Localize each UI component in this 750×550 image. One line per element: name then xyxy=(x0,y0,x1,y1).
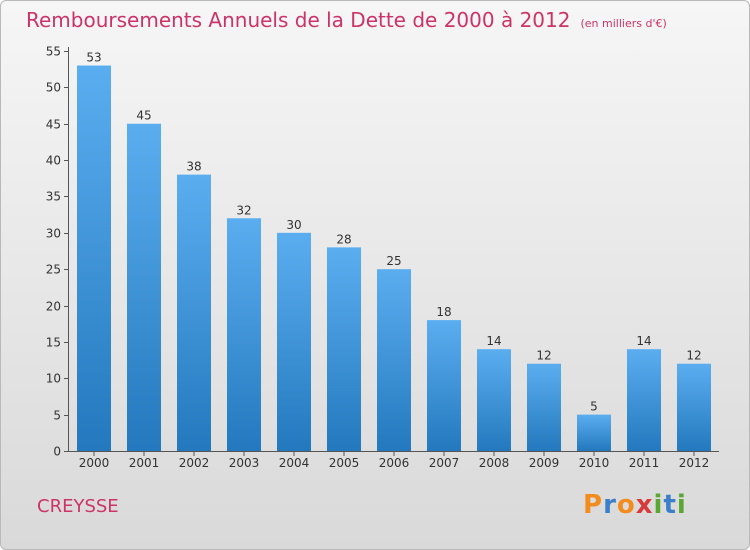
bar xyxy=(527,363,561,451)
y-tick-label: 45 xyxy=(46,118,61,132)
bar-value-label: 12 xyxy=(686,349,701,363)
x-tick-label: 2011 xyxy=(629,456,660,470)
bar xyxy=(427,320,461,451)
logo-letter: i xyxy=(676,490,687,520)
x-tick-label: 2006 xyxy=(379,456,410,470)
logo-letter: t xyxy=(663,490,677,520)
bar-value-label: 18 xyxy=(436,305,451,319)
x-tick-label: 2004 xyxy=(279,456,310,470)
logo-letter: x xyxy=(635,490,654,520)
bar xyxy=(77,65,111,451)
bar xyxy=(477,349,511,451)
bar xyxy=(277,232,311,451)
x-tick-label: 2002 xyxy=(179,456,210,470)
y-tick-label: 5 xyxy=(53,409,61,423)
place-name: CREYSSE xyxy=(37,496,119,517)
bar-value-label: 5 xyxy=(590,400,598,414)
x-tick-label: 2009 xyxy=(529,456,560,470)
bar xyxy=(677,363,711,451)
logo-letter: o xyxy=(616,490,636,520)
y-tick-label: 10 xyxy=(46,372,61,386)
y-tick-label: 35 xyxy=(46,190,61,204)
logo-letter: i xyxy=(653,490,664,520)
chart-title-text: Remboursements Annuels de la Dette de 20… xyxy=(26,8,571,32)
y-tick-label: 20 xyxy=(46,300,61,314)
bar xyxy=(627,349,661,451)
x-tick-label: 2008 xyxy=(479,456,510,470)
bar xyxy=(577,414,611,451)
logo-letter: r xyxy=(603,490,617,520)
chart-title: Remboursements Annuels de la Dette de 20… xyxy=(26,8,667,32)
bar xyxy=(377,269,411,451)
x-tick-label: 2005 xyxy=(329,456,360,470)
y-tick-label: 55 xyxy=(46,45,61,59)
logo-letter: P xyxy=(583,490,604,520)
bar-value-label: 32 xyxy=(236,203,251,217)
bar-value-label: 25 xyxy=(386,254,401,268)
bar xyxy=(177,174,211,452)
x-tick-label: 2000 xyxy=(79,456,110,470)
y-tick-label: 0 xyxy=(53,445,61,459)
bar xyxy=(327,247,361,451)
bar-value-label: 12 xyxy=(536,349,551,363)
bar xyxy=(127,123,161,452)
x-tick-label: 2001 xyxy=(129,456,160,470)
y-tick-label: 30 xyxy=(46,227,61,241)
bar-value-label: 45 xyxy=(136,109,151,123)
bar-value-label: 38 xyxy=(186,160,201,174)
x-tick-label: 2012 xyxy=(679,456,710,470)
bar xyxy=(227,218,261,451)
bar-value-label: 14 xyxy=(636,334,651,348)
x-tick-label: 2003 xyxy=(229,456,260,470)
y-tick-label: 40 xyxy=(46,154,61,168)
y-tick-label: 15 xyxy=(46,336,61,350)
proxiti-logo: Proxiti xyxy=(583,490,687,520)
bar-value-label: 30 xyxy=(286,218,301,232)
x-tick-label: 2007 xyxy=(429,456,460,470)
bar-value-label: 53 xyxy=(86,51,101,65)
bar-value-label: 28 xyxy=(336,232,351,246)
x-tick-label: 2010 xyxy=(579,456,610,470)
bar-value-label: 14 xyxy=(486,334,501,348)
y-tick-label: 50 xyxy=(46,81,61,95)
y-tick-label: 25 xyxy=(46,263,61,277)
chart-title-unit: (en milliers d'€) xyxy=(580,17,667,30)
